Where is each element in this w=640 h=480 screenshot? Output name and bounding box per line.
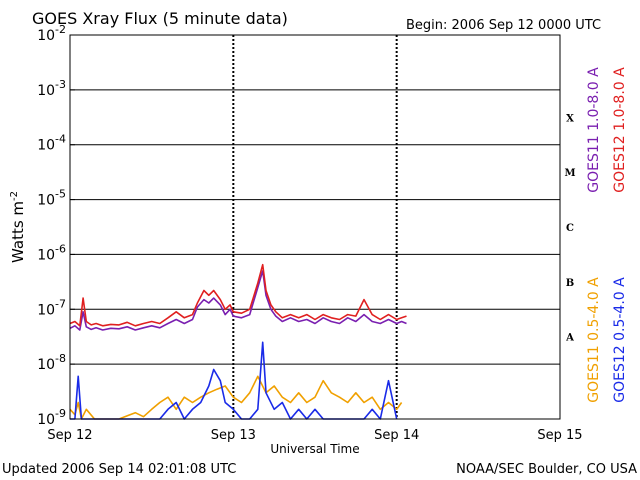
y-tick-label-3: 10-5 — [37, 188, 66, 209]
legend-entry-2: GOES11 0.5-4.0 A — [586, 277, 602, 403]
y-tick-label-1: 10-3 — [37, 78, 66, 99]
svg-text:Watts m-2: Watts m-2 — [9, 191, 27, 263]
updated-label: Updated 2006 Sep 14 02:01:08 UTC — [2, 462, 236, 477]
plot-frame — [69, 34, 561, 420]
credit-label: NOAA/SEC Boulder, CO USA — [456, 462, 637, 477]
x-tick-label-1: Sep 13 — [211, 428, 256, 443]
y-tick-label-0: 10-2 — [37, 23, 66, 44]
y-tick-label-2: 10-4 — [37, 133, 66, 154]
chart-title: GOES Xray Flux (5 minute data) — [32, 9, 288, 28]
flare-class-c: C — [566, 223, 574, 234]
y-tick-labels: 10-2 10-3 10-4 10-5 10-6 10-7 10-8 10-9 — [37, 23, 75, 428]
flare-class-m: M — [564, 168, 575, 179]
flare-class-x: X — [566, 113, 574, 124]
y-tick-label-5: 10-7 — [37, 297, 66, 318]
y-axis-label: Watts m-2 — [9, 191, 27, 263]
day-separators — [232, 35, 398, 419]
x-tick-label-2: Sep 14 — [374, 428, 419, 443]
y-axis-label-text: Watts m — [9, 201, 27, 263]
x-axis-label: Universal Time — [270, 442, 359, 456]
x-tick-label-3: Sep 15 — [537, 428, 582, 443]
x-tick-labels: Sep 12 Sep 13 Sep 14 Sep 15 — [47, 428, 582, 443]
begin-label: Begin: 2006 Sep 12 0000 UTC — [406, 18, 601, 33]
flare-class-labels: X M C B A — [564, 113, 575, 343]
legend-entry-1: GOES12 1.0-8.0 A — [612, 67, 628, 193]
y-tick-label-7: 10-9 — [37, 407, 66, 428]
series-line-1 — [69, 263, 407, 327]
y-tick-label-4: 10-6 — [37, 242, 66, 263]
legend-entry-3: GOES12 0.5-4.0 A — [612, 277, 628, 403]
legend-entry-0: GOES11 1.0-8.0 A — [586, 67, 602, 193]
y-axis-label-exponent: -2 — [9, 191, 20, 201]
flare-class-a: A — [565, 333, 574, 344]
series-line-0 — [69, 270, 407, 331]
flare-class-b: B — [566, 278, 574, 289]
legend: GOES11 1.0-8.0 A GOES12 1.0-8.0 A GOES11 0… — [586, 67, 628, 403]
x-tick-label-0: Sep 12 — [47, 428, 92, 443]
gridlines — [70, 34, 560, 420]
y-tick-label-6: 10-8 — [37, 352, 66, 373]
